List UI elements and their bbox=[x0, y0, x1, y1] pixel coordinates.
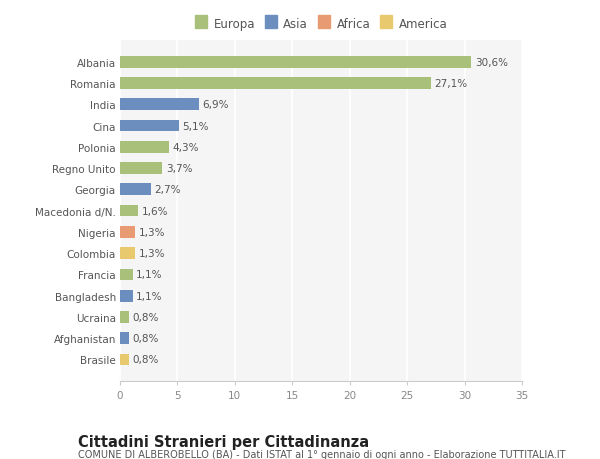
Text: 30,6%: 30,6% bbox=[475, 57, 508, 67]
Bar bbox=[120, 99, 199, 111]
Text: 0,8%: 0,8% bbox=[133, 312, 159, 322]
Text: COMUNE DI ALBEROBELLO (BA) - Dati ISTAT al 1° gennaio di ogni anno - Elaborazion: COMUNE DI ALBEROBELLO (BA) - Dati ISTAT … bbox=[78, 449, 566, 459]
Bar bbox=[120, 311, 129, 323]
Legend: Europa, Asia, Africa, America: Europa, Asia, Africa, America bbox=[190, 13, 452, 36]
Text: 1,3%: 1,3% bbox=[139, 249, 165, 258]
Text: 0,8%: 0,8% bbox=[133, 355, 159, 365]
Text: 1,6%: 1,6% bbox=[142, 206, 169, 216]
Text: 27,1%: 27,1% bbox=[435, 79, 468, 89]
Bar bbox=[120, 205, 139, 217]
Text: 0,8%: 0,8% bbox=[133, 334, 159, 343]
Bar bbox=[120, 333, 129, 344]
Text: 4,3%: 4,3% bbox=[173, 142, 199, 152]
Bar bbox=[120, 184, 151, 196]
Bar bbox=[120, 290, 133, 302]
Bar bbox=[120, 248, 135, 259]
Bar bbox=[120, 120, 179, 132]
Text: 5,1%: 5,1% bbox=[182, 121, 209, 131]
Bar bbox=[120, 269, 133, 280]
Text: 6,9%: 6,9% bbox=[203, 100, 229, 110]
Bar bbox=[120, 78, 431, 90]
Bar bbox=[120, 354, 129, 365]
Bar bbox=[120, 57, 472, 68]
Text: 1,1%: 1,1% bbox=[136, 291, 163, 301]
Text: 1,3%: 1,3% bbox=[139, 227, 165, 237]
Bar bbox=[120, 163, 163, 174]
Text: 3,7%: 3,7% bbox=[166, 164, 193, 174]
Text: 1,1%: 1,1% bbox=[136, 270, 163, 280]
Text: Cittadini Stranieri per Cittadinanza: Cittadini Stranieri per Cittadinanza bbox=[78, 434, 369, 449]
Bar bbox=[120, 142, 169, 153]
Text: 2,7%: 2,7% bbox=[154, 185, 181, 195]
Bar bbox=[120, 227, 135, 238]
